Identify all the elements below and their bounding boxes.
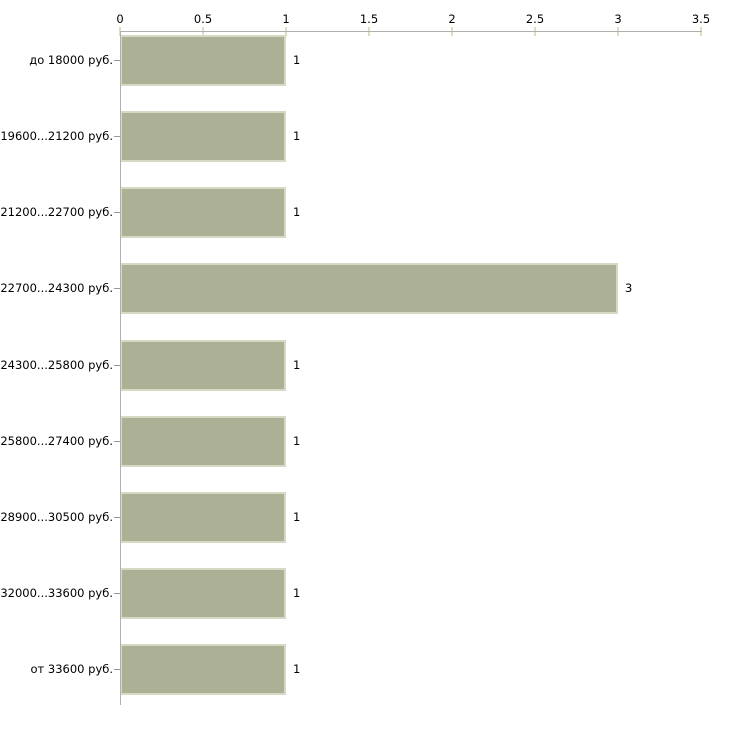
category-label: 28900...30500 руб. [0,510,113,524]
bar-value-label: 1 [293,129,301,143]
category-label: 19600...21200 руб. [0,129,113,143]
category-label: до 18000 руб. [29,53,113,67]
x-axis-tick-label: 0 [116,12,124,26]
x-axis-tick-label: 1 [282,12,290,26]
category-label: 32000...33600 руб. [0,586,113,600]
category-label: от 33600 руб. [30,662,113,676]
bar [120,568,286,619]
category-tick-mark [114,517,120,518]
bar [120,263,618,314]
x-axis-tick-label: 1.5 [359,12,379,26]
bar-value-label: 1 [293,358,301,372]
bar [120,644,286,695]
bar-value-label: 1 [293,205,301,219]
x-axis-tick-label: 2.5 [525,12,545,26]
bar [120,492,286,543]
x-axis-tick-label: 2 [448,12,456,26]
x-axis-tick-label: 3 [614,12,622,26]
category-tick-mark [114,669,120,670]
bar-value-label: 1 [293,510,301,524]
category-label: 22700...24300 руб. [0,281,113,295]
bar [120,187,286,238]
category-tick-mark [114,212,120,213]
category-tick-mark [114,365,120,366]
y-axis-line [120,31,121,705]
category-tick-mark [114,136,120,137]
bar-value-label: 1 [293,586,301,600]
bar-value-label: 1 [293,434,301,448]
category-tick-mark [114,60,120,61]
bar [120,340,286,391]
x-axis-tick-label: 0.5 [193,12,213,26]
bar [120,35,286,86]
bar [120,111,286,162]
bar-value-label: 1 [293,53,301,67]
bar-value-label: 3 [625,281,633,295]
bar-value-label: 1 [293,662,301,676]
category-tick-mark [114,593,120,594]
x-axis-line [120,31,702,32]
category-label: 21200...22700 руб. [0,205,113,219]
category-label: 24300...25800 руб. [0,358,113,372]
category-tick-mark [114,288,120,289]
category-label: 25800...27400 руб. [0,434,113,448]
category-tick-mark [114,441,120,442]
bar [120,416,286,467]
x-axis-tick-label: 3.5 [691,12,711,26]
